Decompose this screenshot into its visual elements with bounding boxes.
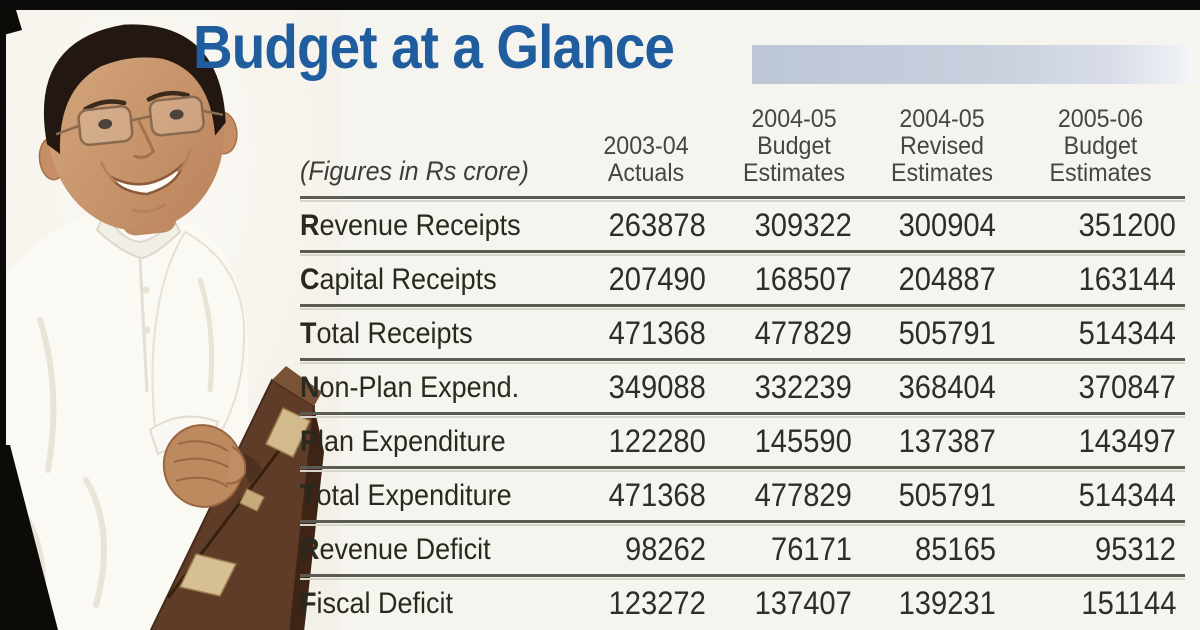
face	[38, 24, 238, 236]
cell-value: 349088	[608, 369, 706, 405]
cell-value: 471368	[608, 477, 706, 513]
cell-value: 204887	[898, 261, 996, 297]
table-header-row: (Figures in Rs crore) 2003-04 Actuals 200…	[300, 88, 1185, 196]
cell-value: 514344	[1078, 315, 1176, 351]
cell-value: 98262	[625, 531, 706, 567]
cell-value: 168507	[754, 261, 852, 297]
row-label: Revenue Receipts	[300, 208, 521, 242]
hand	[148, 415, 247, 508]
cell-value: 368404	[898, 369, 996, 405]
cell-value: 95312	[1095, 531, 1176, 567]
cell-value: 122280	[608, 423, 706, 459]
cell-value: 143497	[1078, 423, 1176, 459]
cell-value: 471368	[608, 315, 706, 351]
top-black-bar	[0, 0, 1200, 10]
column-header-2004-05-revised: 2004-05 Revised Estimates	[890, 105, 994, 187]
cell-value: 137387	[898, 423, 996, 459]
row-label: Revenue Deficit	[300, 532, 491, 566]
cell-value: 477829	[754, 477, 852, 513]
table-row: Total Receipts 471368 477829 505791 5143…	[300, 304, 1185, 358]
cell-value: 145590	[754, 423, 852, 459]
bottom-left-black-wedge	[0, 445, 58, 630]
column-header-2003-04-actuals: 2003-04 Actuals	[603, 132, 689, 187]
cell-value: 163144	[1078, 261, 1176, 297]
cell-value: 505791	[898, 315, 996, 351]
left-black-bar	[0, 0, 6, 630]
cell-value: 151144	[1080, 585, 1176, 621]
nose	[133, 120, 156, 159]
cell-value: 85165	[915, 531, 996, 567]
table-note: (Figures in Rs crore)	[300, 156, 529, 186]
cell-value: 332239	[754, 369, 852, 405]
cell-value: 514344	[1078, 477, 1176, 513]
row-label: Total Expenditure	[300, 478, 512, 512]
cell-value: 207490	[608, 261, 706, 297]
table-row: Revenue Deficit 98262 76171 85165 95312	[300, 520, 1185, 574]
brass-plate	[178, 553, 238, 597]
kurta-collar	[95, 209, 182, 260]
title-gradient-band	[752, 45, 1193, 84]
cell-value: 370847	[1078, 369, 1176, 405]
cell-value: 300904	[898, 207, 996, 243]
brass-plate	[265, 406, 311, 459]
cell-value: 139231	[898, 585, 996, 621]
hair	[43, 24, 226, 154]
cell-value: 477829	[754, 315, 852, 351]
eyebrows	[83, 90, 190, 112]
row-label: Plan Expenditure	[300, 424, 506, 458]
row-label: Capital Receipts	[300, 262, 497, 296]
glasses-icon	[55, 95, 224, 147]
table-row: Plan Expenditure 122280 145590 137387 14…	[300, 412, 1185, 466]
smile	[99, 149, 192, 213]
cell-value: 351200	[1078, 207, 1176, 243]
table-row: Fiscal Deficit 123272 137407 139231 1511…	[300, 574, 1185, 628]
cell-value: 309322	[754, 207, 852, 243]
cell-value: 505791	[898, 477, 996, 513]
table-row: Capital Receipts 207490 168507 204887 16…	[300, 250, 1185, 304]
finance-minister-portrait-photo	[0, 0, 340, 630]
column-header-2004-05-budget: 2004-05 Budget Estimates	[742, 105, 846, 187]
table-row: Total Expenditure 471368 477829 505791 5…	[300, 466, 1185, 520]
cell-value: 76171	[771, 531, 852, 567]
cell-value: 123272	[608, 585, 706, 621]
budget-table: (Figures in Rs crore) 2003-04 Actuals 200…	[300, 88, 1185, 628]
table-row: Non-Plan Expend. 349088 332239 368404 37…	[300, 358, 1185, 412]
column-header-2005-06-budget: 2005-06 Budget Estimates	[1049, 105, 1152, 187]
row-label: Non-Plan Expend.	[300, 370, 520, 404]
row-label: Fiscal Deficit	[300, 586, 454, 620]
cell-value: 263878	[608, 207, 706, 243]
row-label: Total Receipts	[300, 316, 473, 350]
cell-value: 137407	[754, 585, 852, 621]
brass-clasp	[239, 488, 265, 512]
table-row: Revenue Receipts 263878 309322 300904 35…	[300, 196, 1185, 250]
page-title: Budget at a Glance	[193, 13, 675, 81]
